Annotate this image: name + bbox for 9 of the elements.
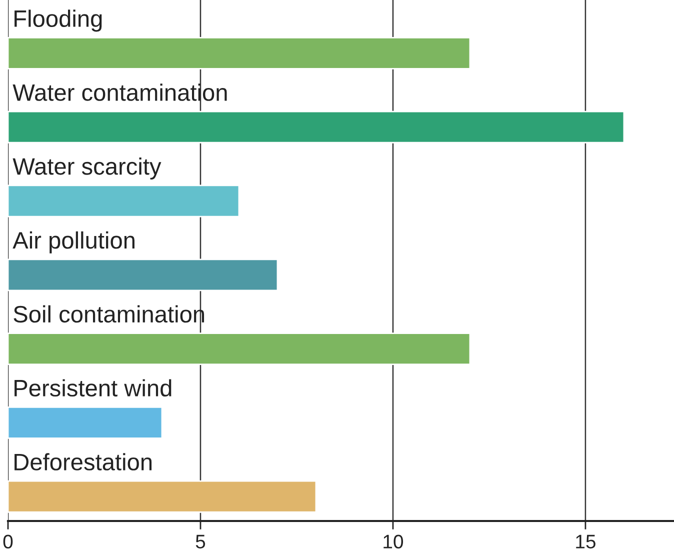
- y-tick-label: Persistent wind: [14, 379, 172, 397]
- x-tick-label: 15: [576, 534, 596, 548]
- x-tick-label: 0: [3, 534, 13, 548]
- y-tick-label: Water scarcity: [12, 157, 162, 180]
- x-tick-label: 5: [196, 534, 206, 548]
- y-tick-label: Air pollution: [12, 231, 134, 254]
- y-tick-label: Deforestation: [14, 453, 152, 470]
- y-tick-label: Flooding: [14, 10, 102, 32]
- x-tick-label: 10: [384, 534, 404, 548]
